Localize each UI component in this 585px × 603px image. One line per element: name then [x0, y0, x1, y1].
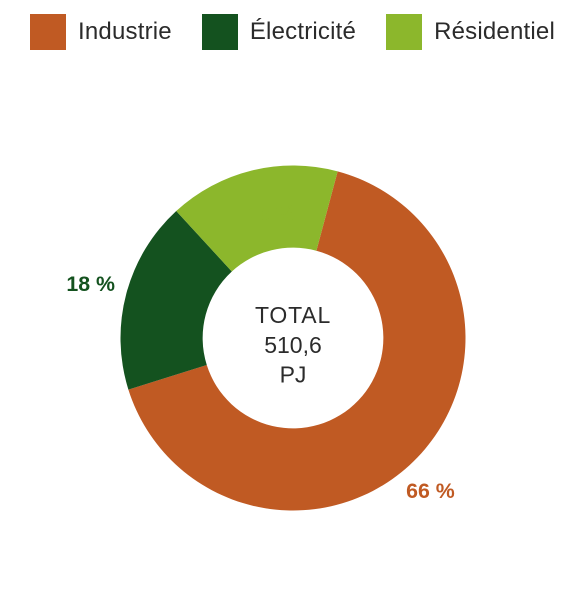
legend-swatch-industrie: [30, 14, 66, 50]
legend-item-electricite: Électricité: [202, 14, 356, 50]
center-line2: 510,6: [264, 332, 322, 358]
legend-label-industrie: Industrie: [78, 18, 172, 46]
legend-item-industrie: Industrie: [30, 14, 172, 50]
legend-label-electricite: Électricité: [250, 18, 356, 46]
center-line3: PJ: [279, 361, 306, 387]
legend: Industrie Électricité Résidentiel: [0, 14, 585, 50]
donut-svg: TOTAL 510,6 PJ 66 % 18 % 16 %: [63, 78, 523, 598]
center-line1: TOTAL: [254, 302, 330, 328]
legend-item-residentiel: Résidentiel: [386, 14, 555, 50]
slice-label-electricite: 18 %: [66, 272, 115, 296]
slice-label-residentiel: 16 %: [246, 201, 295, 225]
slice-label-industrie: 66 %: [406, 479, 455, 503]
donut-chart: TOTAL 510,6 PJ 66 % 18 % 16 %: [63, 78, 523, 598]
donut-center: TOTAL 510,6 PJ: [254, 302, 330, 387]
page: Industrie Électricité Résidentiel TOTAL …: [0, 0, 585, 603]
legend-swatch-electricite: [202, 14, 238, 50]
legend-swatch-residentiel: [386, 14, 422, 50]
legend-label-residentiel: Résidentiel: [434, 18, 555, 46]
